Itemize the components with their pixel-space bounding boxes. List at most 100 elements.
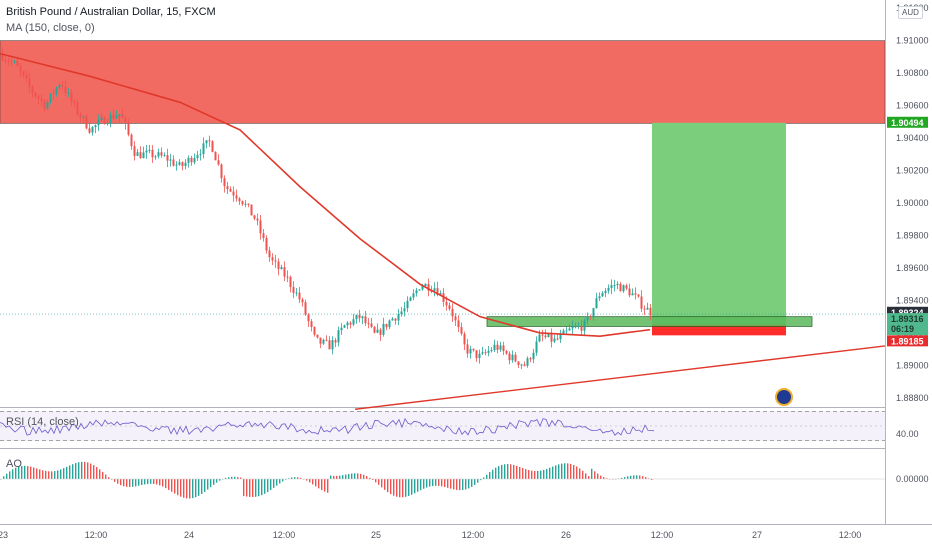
ao-bar	[462, 479, 464, 491]
candle-body	[502, 345, 505, 351]
ao-bar	[492, 469, 494, 479]
candle-body	[649, 307, 652, 316]
ao-bar	[6, 473, 8, 479]
candle-body	[388, 320, 391, 328]
rsi-pane[interactable]: 40.00	[0, 411, 919, 449]
time-axis[interactable]: 23 12:00 24 12:00 25 12:00 26 12:00 27 12:00	[0, 524, 932, 541]
ao-bar	[318, 479, 320, 489]
ao-bar	[501, 464, 503, 479]
ao-bar	[264, 479, 266, 494]
ao-bar	[150, 479, 152, 484]
candle-body	[127, 123, 130, 135]
ao-bar	[375, 479, 377, 483]
ao-bar	[570, 463, 572, 479]
ao-bar	[621, 477, 623, 479]
candle-body	[208, 140, 211, 142]
ao-bar	[87, 462, 89, 479]
ao-bar	[576, 466, 578, 479]
candle-body	[637, 294, 640, 297]
candle-body	[223, 178, 226, 187]
rsi-line[interactable]	[0, 418, 655, 436]
candle-body	[259, 220, 262, 234]
candle-body	[82, 116, 85, 118]
candle-body	[598, 296, 601, 299]
ao-bar	[381, 479, 383, 488]
ao-bar	[591, 468, 593, 479]
ao-bar	[402, 479, 404, 498]
candle-body	[595, 298, 598, 309]
candle-body	[199, 154, 202, 156]
candle-body	[403, 308, 406, 312]
ao-bar	[255, 479, 257, 497]
ao-bar	[129, 479, 131, 487]
ao-bar	[258, 479, 260, 497]
candle-body	[508, 353, 511, 361]
candle-body	[172, 159, 175, 166]
candle-body	[175, 164, 178, 166]
ao-bar	[516, 465, 518, 479]
ao-bar	[504, 464, 506, 479]
candle-body	[283, 267, 286, 277]
ao-bar	[108, 477, 110, 479]
ao-bar	[435, 479, 437, 486]
candle-body	[445, 301, 448, 306]
candle-body	[454, 316, 457, 321]
ao-bar	[579, 468, 581, 479]
ao-bar	[177, 479, 179, 496]
ao-bar	[456, 479, 458, 490]
ao-bar	[159, 479, 161, 486]
candle-body	[334, 340, 337, 343]
current-price-tag	[887, 313, 928, 336]
price-axis[interactable]: 1.912001.910001.908001.906001.904001.902…	[885, 0, 929, 525]
candle-body	[361, 316, 364, 319]
ao-bar	[546, 468, 548, 479]
price-pane[interactable]	[0, 0, 886, 410]
ao-bar	[51, 471, 53, 479]
flag-icon[interactable]	[775, 388, 793, 406]
ao-bar	[333, 475, 335, 479]
target-zone[interactable]	[652, 122, 786, 325]
ao-bar	[651, 479, 653, 480]
ao-bar	[363, 474, 365, 479]
candle-body	[40, 98, 43, 101]
price-tick-label: 1.89400	[896, 295, 929, 305]
time-tick-label: 24	[184, 530, 194, 540]
candle-body	[25, 74, 28, 79]
candle-body	[457, 320, 460, 328]
price-tick-label: 1.89800	[896, 230, 929, 240]
candle-body	[376, 329, 379, 333]
candle-body	[460, 327, 463, 334]
ao-bar	[564, 463, 566, 479]
ao-bar	[252, 479, 254, 497]
ao-bar	[126, 479, 128, 487]
candle-body	[499, 345, 502, 350]
stop-zone[interactable]	[652, 324, 786, 336]
time-tick-label: 12:00	[839, 530, 862, 540]
support-box[interactable]	[486, 316, 813, 327]
ao-bar	[321, 479, 323, 491]
ao-bar	[180, 479, 182, 497]
candle-body	[130, 134, 133, 147]
candle-body	[394, 318, 397, 321]
candle-body	[109, 114, 112, 123]
candle-body	[337, 330, 340, 343]
ao-bar	[471, 479, 473, 487]
candle-body	[418, 289, 421, 291]
ma-line[interactable]	[0, 52, 651, 337]
candle-body	[316, 334, 319, 338]
candle-body	[310, 321, 313, 328]
ao-bar	[207, 479, 209, 490]
ao-pane[interactable]: 0.00000	[0, 461, 929, 499]
resistance-zone[interactable]	[0, 40, 886, 124]
candle-body	[466, 344, 469, 354]
ao-bar	[135, 479, 137, 487]
ao-bar	[366, 476, 368, 479]
ao-bar	[36, 468, 38, 479]
trend-line[interactable]	[354, 345, 886, 410]
candle-body	[424, 283, 427, 287]
candle-body	[148, 149, 151, 151]
ao-bar	[555, 465, 557, 479]
candle-body	[112, 114, 115, 119]
candle-body	[58, 84, 61, 88]
